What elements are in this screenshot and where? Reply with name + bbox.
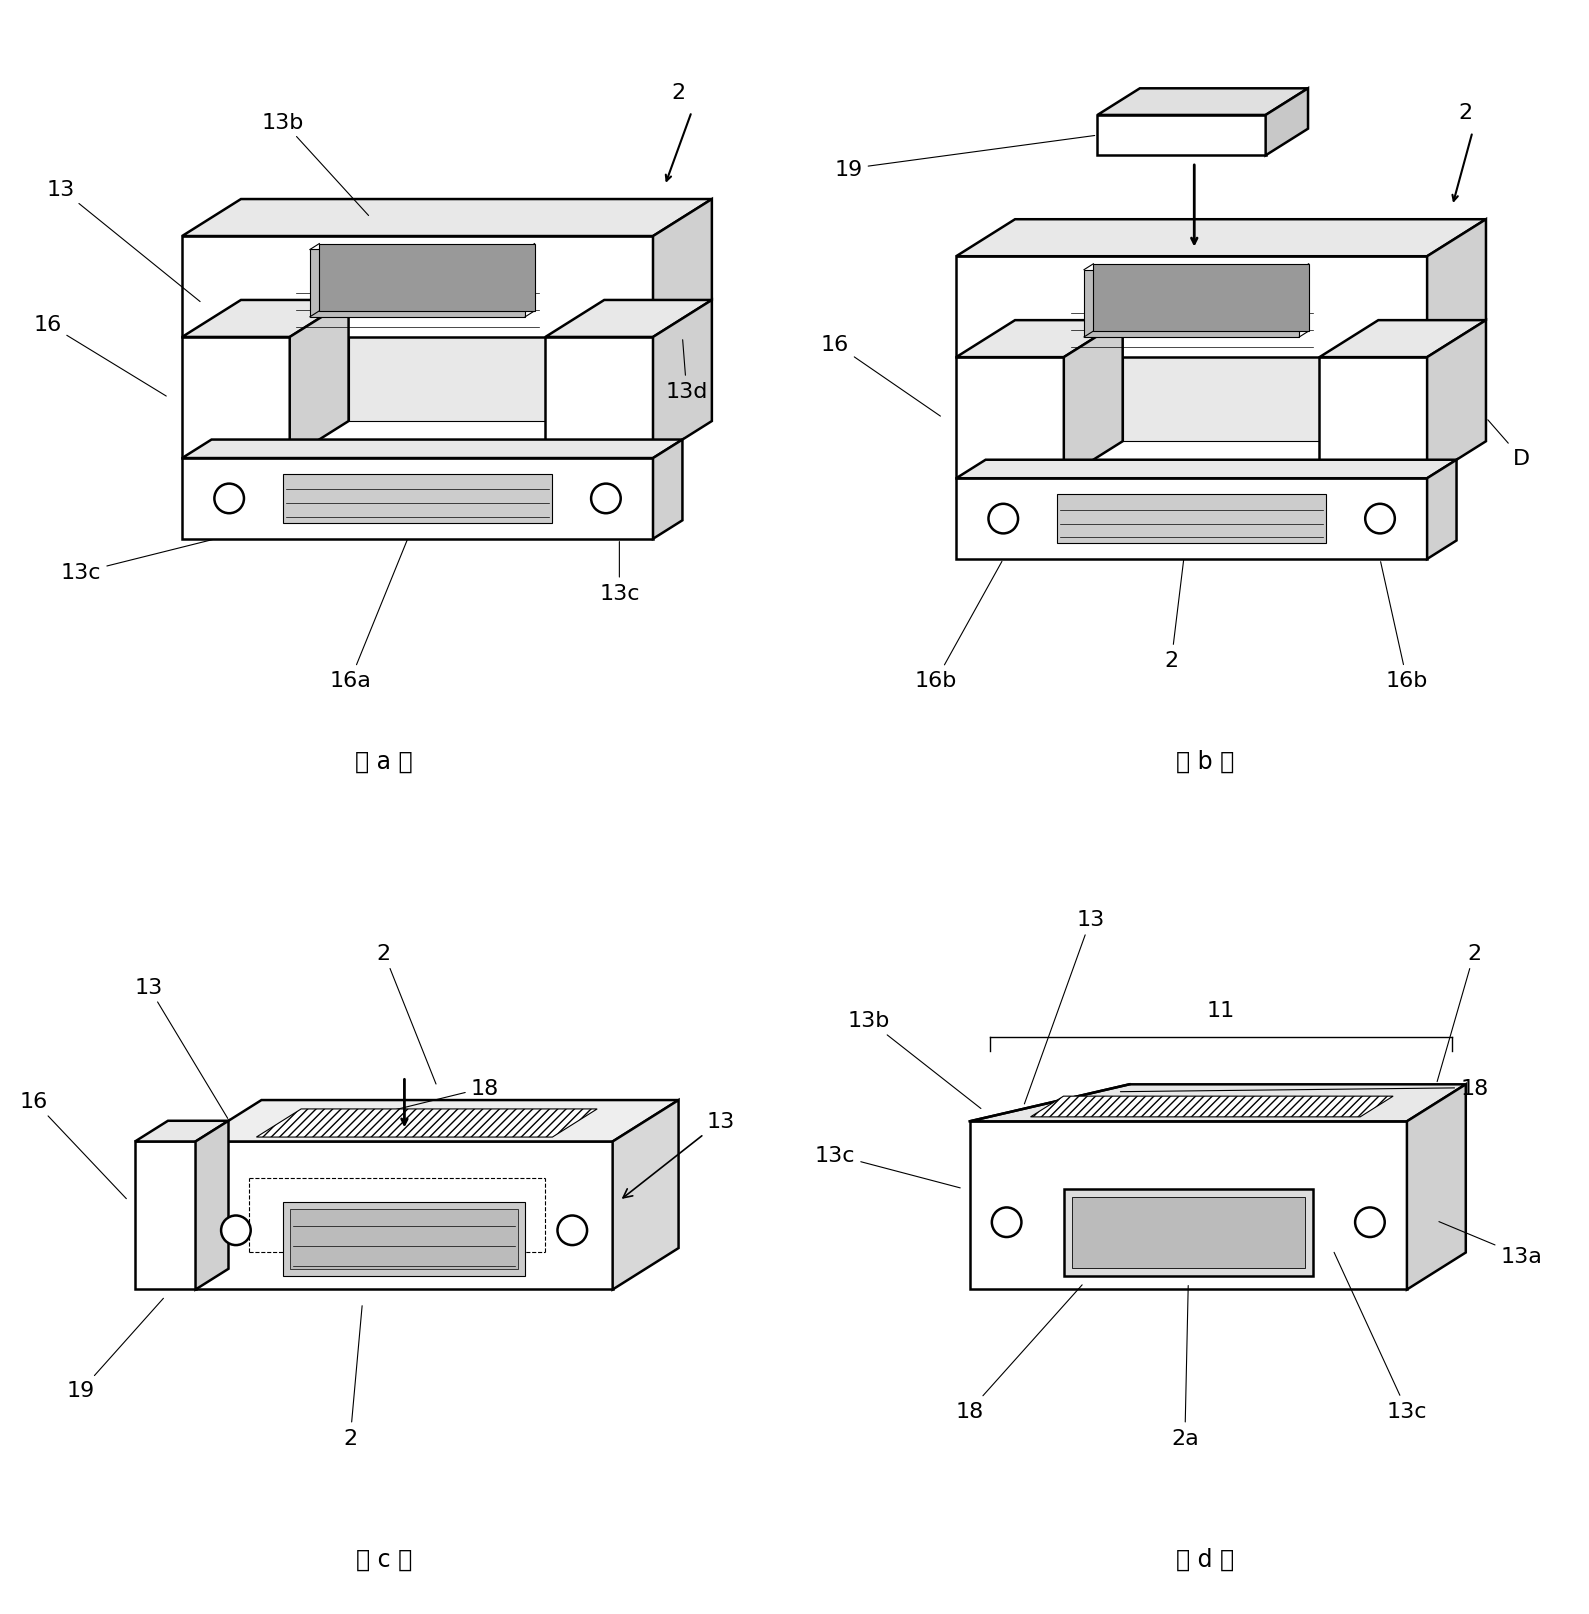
Polygon shape (1319, 358, 1427, 479)
Polygon shape (1063, 321, 1378, 358)
Polygon shape (135, 1141, 195, 1290)
Text: 2: 2 (377, 944, 435, 1085)
Polygon shape (183, 300, 348, 337)
Polygon shape (289, 300, 604, 337)
Polygon shape (183, 200, 712, 237)
Text: 19: 19 (67, 1299, 164, 1401)
Text: 18: 18 (1120, 1078, 1489, 1098)
Text: 13c: 13c (60, 541, 213, 583)
Polygon shape (969, 1085, 1465, 1122)
Polygon shape (319, 244, 534, 312)
Polygon shape (969, 1122, 1406, 1290)
Polygon shape (256, 1109, 597, 1138)
Text: （ c ）: （ c ） (356, 1546, 412, 1570)
Text: 2: 2 (671, 82, 685, 103)
Polygon shape (1406, 1085, 1465, 1290)
Text: 2: 2 (343, 1306, 362, 1448)
Text: 13: 13 (623, 1112, 734, 1198)
Polygon shape (653, 200, 712, 337)
Polygon shape (957, 257, 1427, 358)
Text: 16b: 16b (915, 562, 1003, 691)
Text: 13c: 13c (815, 1146, 960, 1188)
Polygon shape (545, 300, 712, 337)
Polygon shape (957, 321, 1123, 358)
Circle shape (1365, 505, 1395, 534)
Polygon shape (545, 337, 653, 458)
Text: 13: 13 (46, 179, 200, 302)
Text: 13: 13 (1025, 910, 1104, 1104)
Text: （ d ）: （ d ） (1176, 1546, 1235, 1570)
Polygon shape (348, 300, 604, 421)
Polygon shape (310, 250, 526, 318)
Polygon shape (1084, 271, 1300, 337)
Polygon shape (1427, 460, 1457, 560)
Text: 13d: 13d (666, 341, 707, 402)
Polygon shape (957, 460, 1457, 479)
Text: 16: 16 (21, 1091, 127, 1199)
Polygon shape (1063, 321, 1123, 479)
Circle shape (992, 1207, 1022, 1238)
Polygon shape (1031, 1096, 1394, 1117)
Polygon shape (957, 358, 1063, 479)
Text: 13: 13 (135, 976, 227, 1119)
Text: 2: 2 (1165, 497, 1192, 670)
Text: 11: 11 (1208, 1001, 1235, 1020)
Text: （ b ）: （ b ） (1176, 749, 1235, 773)
Polygon shape (1093, 265, 1309, 332)
Circle shape (1355, 1207, 1384, 1238)
Circle shape (558, 1215, 586, 1246)
Text: 16a: 16a (329, 518, 416, 691)
Text: 16b: 16b (1381, 562, 1429, 691)
Polygon shape (195, 1122, 229, 1290)
Polygon shape (1266, 89, 1308, 157)
Polygon shape (183, 441, 682, 458)
Polygon shape (183, 237, 653, 337)
Circle shape (591, 484, 621, 513)
Text: 13c: 13c (1335, 1252, 1427, 1420)
Text: 13a: 13a (1440, 1222, 1543, 1265)
Polygon shape (653, 300, 712, 458)
Bar (283, 1202, 526, 1277)
Text: 13c: 13c (599, 542, 640, 604)
Text: 13b: 13b (262, 113, 369, 216)
Polygon shape (1098, 116, 1266, 157)
Polygon shape (957, 479, 1427, 560)
Text: 19: 19 (834, 137, 1095, 179)
Bar (283, 475, 551, 523)
Polygon shape (1427, 220, 1486, 358)
Polygon shape (183, 337, 289, 458)
Bar (1057, 495, 1327, 544)
Text: 2a: 2a (1171, 1286, 1198, 1448)
Polygon shape (1319, 321, 1486, 358)
Text: 2: 2 (1436, 944, 1481, 1081)
Bar (289, 1209, 518, 1270)
Polygon shape (1123, 321, 1378, 442)
Text: 18: 18 (955, 1285, 1082, 1420)
Bar (1063, 1190, 1313, 1277)
Polygon shape (195, 1101, 679, 1141)
Polygon shape (195, 1141, 613, 1290)
Text: D: D (1487, 421, 1530, 468)
Text: 18: 18 (353, 1078, 499, 1120)
Polygon shape (1427, 321, 1486, 479)
Circle shape (215, 484, 245, 513)
Polygon shape (613, 1101, 679, 1290)
Bar (1073, 1198, 1305, 1269)
Text: （ a ）: （ a ） (354, 749, 413, 773)
Polygon shape (1098, 89, 1308, 116)
Circle shape (988, 505, 1019, 534)
Text: 2: 2 (1459, 103, 1473, 123)
Circle shape (221, 1215, 251, 1246)
Polygon shape (653, 441, 682, 539)
Polygon shape (183, 458, 653, 539)
Polygon shape (957, 220, 1486, 257)
Text: 16: 16 (33, 315, 167, 397)
Polygon shape (289, 300, 348, 458)
Text: 16: 16 (822, 334, 941, 416)
Text: 13b: 13b (847, 1010, 980, 1109)
Polygon shape (135, 1122, 229, 1141)
